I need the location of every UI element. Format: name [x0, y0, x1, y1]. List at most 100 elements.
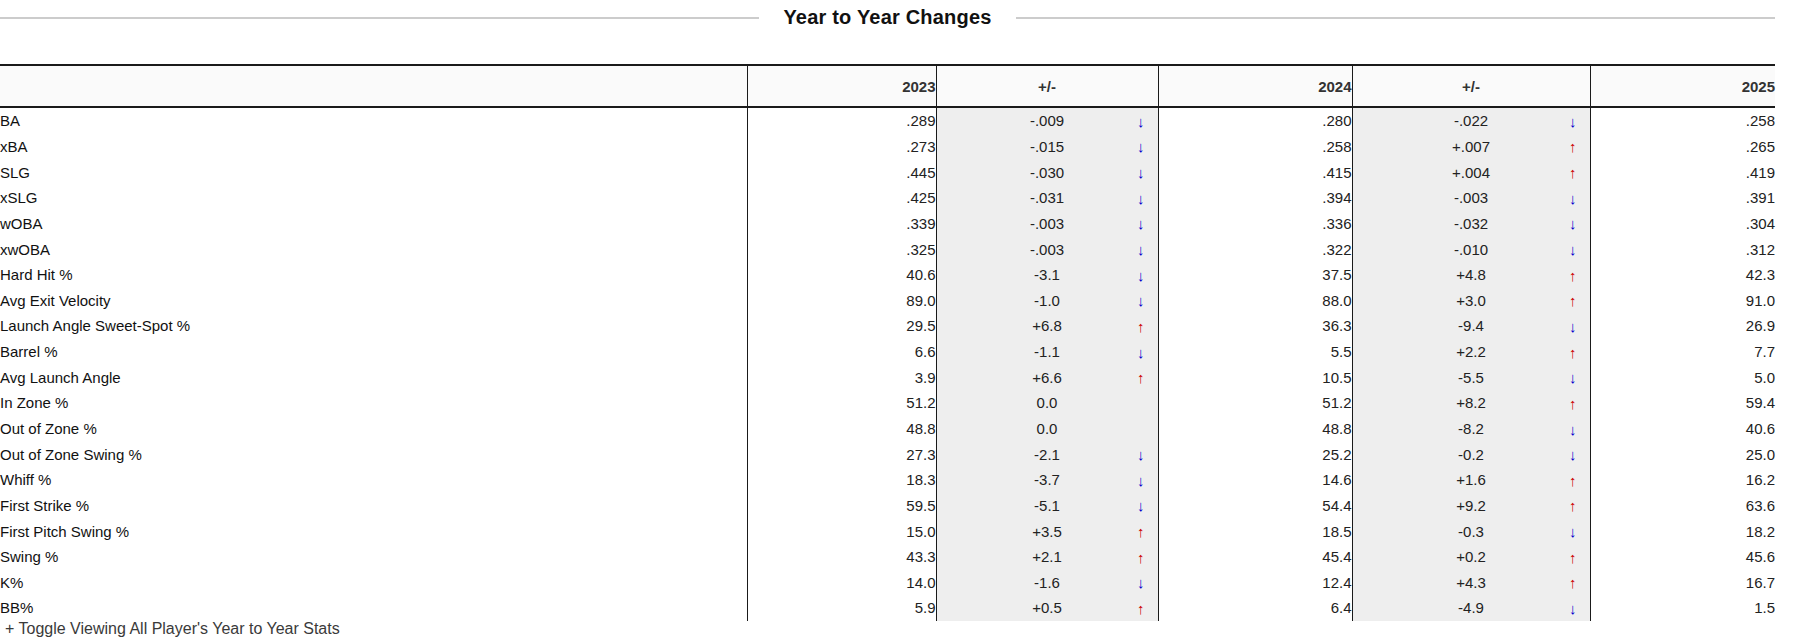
change-value: -0.3: [1458, 523, 1484, 540]
stat-value-2023: 18.3: [747, 467, 936, 493]
toggle-all-players-link[interactable]: + Toggle Viewing All Player's Year to Ye…: [5, 619, 340, 637]
trend-up-icon: ↑: [1569, 395, 1577, 410]
change-value: -4.9: [1458, 599, 1484, 616]
stat-value-2024: 12.4: [1158, 570, 1352, 596]
change-value: +9.2: [1456, 497, 1486, 514]
stat-label: Avg Launch Angle: [0, 364, 747, 390]
trend-up-icon: ↑: [1137, 549, 1145, 564]
change-cell-2024-2025: +4.8↑: [1352, 262, 1590, 288]
year-to-year-section: Year to Year Changes 2023 +/- 2024 +/- 2…: [0, 0, 1800, 637]
table-row: Hard Hit % 40.6 -3.1↓ 37.5 +4.8↑ 42.3: [0, 262, 1775, 288]
change-value: -1.0: [1034, 292, 1060, 309]
change-cell-2024-2025: +0.2↑: [1352, 544, 1590, 570]
change-value: +2.1: [1032, 548, 1062, 565]
trend-down-icon: ↓: [1569, 190, 1577, 205]
stat-value-2023: 40.6: [747, 262, 936, 288]
trend-up-icon: ↑: [1569, 498, 1577, 513]
change-value: -.010: [1454, 241, 1488, 258]
trend-down-icon: ↓: [1137, 267, 1145, 282]
table-row: SLG .445 -.030↓ .415 +.004↑ .419: [0, 159, 1775, 185]
change-cell-2023-2024: -1.1 ↓: [936, 339, 1158, 365]
table-row: Barrel % 6.6 -1.1↓ 5.5 +2.2↑ 7.7: [0, 339, 1775, 365]
stat-value-2023: 51.2: [747, 390, 936, 416]
change-value: +0.5: [1032, 599, 1062, 616]
change-value: -.003: [1030, 241, 1064, 258]
change-value: -1.1: [1034, 343, 1060, 360]
trend-down-icon: ↓: [1137, 165, 1145, 180]
stat-value-2023: 14.0: [747, 570, 936, 596]
change-cell-2023-2024: +3.5↑: [936, 518, 1158, 544]
stat-value-2025: 40.6: [1590, 416, 1775, 442]
stat-value-2024: 6.4: [1158, 595, 1352, 621]
change-cell-2023-2024: 0.0: [936, 416, 1158, 442]
stat-label: First Strike %: [0, 493, 747, 519]
trend-down-icon: ↓: [1569, 600, 1577, 615]
stat-value-2024: .336: [1158, 211, 1352, 237]
stat-value-2023: .273: [747, 134, 936, 160]
col-header-2025: 2025: [1590, 65, 1775, 107]
stat-value-2025: .258: [1590, 107, 1775, 134]
change-cell-2024-2025: +.004↑: [1352, 159, 1590, 185]
stat-value-2024: .415: [1158, 159, 1352, 185]
stat-label: BB%: [0, 595, 747, 621]
trend-up-icon: ↑: [1569, 549, 1577, 564]
change-cell-2023-2024: -3.7↓: [936, 467, 1158, 493]
trend-down-icon: ↓: [1137, 242, 1145, 257]
stat-value-2025: 25.0: [1590, 441, 1775, 467]
change-cell-2023-2024: -1.0↓: [936, 287, 1158, 313]
change-cell-2023-2024: -.031↓: [936, 185, 1158, 211]
change-value: -.003: [1454, 189, 1488, 206]
change-value: +2.2: [1456, 343, 1486, 360]
change-cell-2023-2024: -.030 ↓: [936, 159, 1158, 185]
change-cell-2024-2025: +4.3↑: [1352, 570, 1590, 596]
change-cell-2024-2025: -.003 ↓: [1352, 185, 1590, 211]
stat-label: xSLG: [0, 185, 747, 211]
trend-down-icon: ↓: [1137, 139, 1145, 154]
change-value: -.030: [1030, 164, 1064, 181]
change-cell-2024-2025: +3.0↑: [1352, 287, 1590, 313]
year-to-year-table: 2023 +/- 2024 +/- 2025 BA .289 -.009↓ .2…: [0, 64, 1775, 621]
table-row: xwOBA .325 -.003↓ .322 -.010↓ .312: [0, 236, 1775, 262]
change-value: +3.0: [1456, 292, 1486, 309]
change-cell-2024-2025: +8.2↑: [1352, 390, 1590, 416]
stat-label: xBA: [0, 134, 747, 160]
change-value: -3.1: [1034, 266, 1060, 283]
stat-label: K%: [0, 570, 747, 596]
trend-up-icon: ↑: [1137, 318, 1145, 333]
stat-value-2023: .339: [747, 211, 936, 237]
change-cell-2024-2025: +9.2 ↑: [1352, 493, 1590, 519]
stat-value-2024: 48.8: [1158, 416, 1352, 442]
change-cell-2023-2024: -.015↓: [936, 134, 1158, 160]
trend-up-icon: ↑: [1569, 165, 1577, 180]
stat-value-2024: 5.5: [1158, 339, 1352, 365]
change-cell-2023-2024: -3.1 ↓: [936, 262, 1158, 288]
change-value: +.007: [1452, 138, 1490, 155]
trend-up-icon: ↑: [1569, 267, 1577, 282]
change-value: +1.6: [1456, 471, 1486, 488]
table-row: xSLG .425 -.031↓ .394 -.003↓ .391: [0, 185, 1775, 211]
table-row: Launch Angle Sweet-Spot % 29.5 +6.8↑ 36.…: [0, 313, 1775, 339]
change-cell-2024-2025: +2.2↑: [1352, 339, 1590, 365]
change-cell-2024-2025: -.010↓: [1352, 236, 1590, 262]
trend-down-icon: ↓: [1569, 216, 1577, 231]
change-cell-2023-2024: +0.5↑: [936, 595, 1158, 621]
change-value: +6.8: [1032, 317, 1062, 334]
stat-value-2024: .258: [1158, 134, 1352, 160]
table-row: Avg Exit Velocity 89.0 -1.0↓ 88.0 +3.0↑ …: [0, 287, 1775, 313]
change-value: -.009: [1030, 112, 1064, 129]
stat-value-2023: 27.3: [747, 441, 936, 467]
change-value: -0.2: [1458, 446, 1484, 463]
stat-value-2023: .425: [747, 185, 936, 211]
change-cell-2024-2025: +1.6↑: [1352, 467, 1590, 493]
change-cell-2024-2025: -.032 ↓: [1352, 211, 1590, 237]
change-value: -.032: [1454, 215, 1488, 232]
section-title: Year to Year Changes: [783, 6, 991, 29]
change-value: +3.5: [1032, 523, 1062, 540]
col-header-2023: 2023: [747, 65, 936, 107]
stat-value-2024: 18.5: [1158, 518, 1352, 544]
trend-down-icon: ↓: [1137, 344, 1145, 359]
change-cell-2023-2024: -2.1↓: [936, 441, 1158, 467]
title-rule-right: [1016, 17, 1775, 19]
trend-down-icon: ↓: [1569, 421, 1577, 436]
table-row: Avg Launch Angle 3.9 +6.6↑ 10.5 -5.5↓ 5.…: [0, 364, 1775, 390]
